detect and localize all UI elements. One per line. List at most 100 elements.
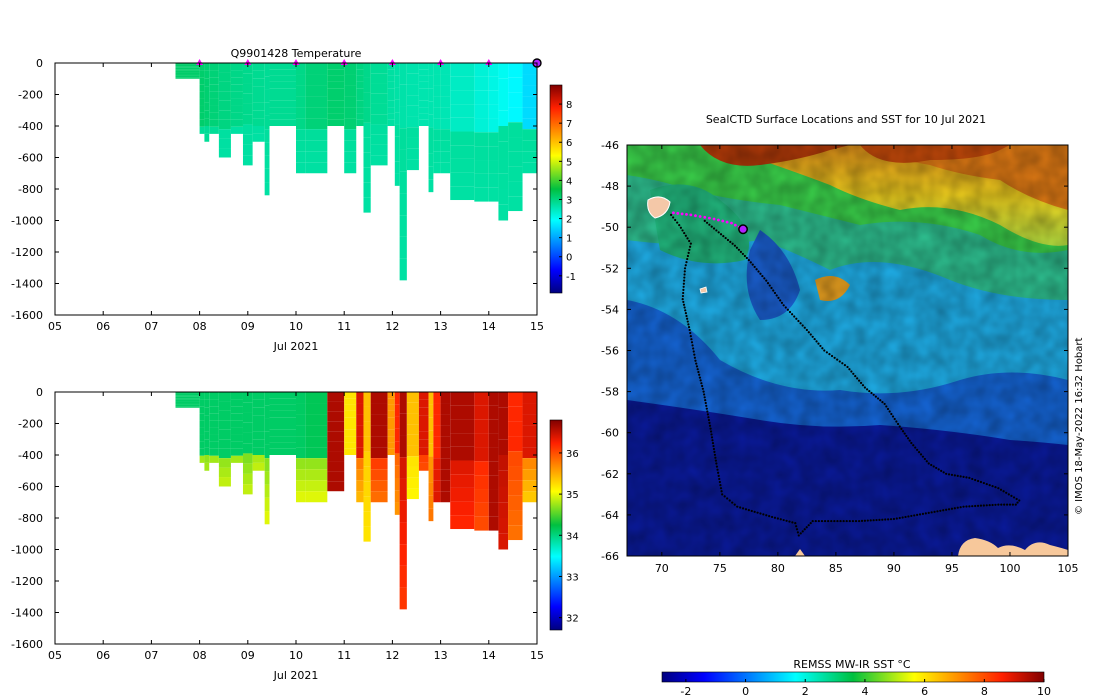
profile-cell — [508, 436, 523, 452]
salinity-colorbar — [549, 419, 563, 631]
track-point — [930, 463, 933, 467]
profile-cell — [327, 75, 345, 82]
profile-cell — [327, 113, 345, 120]
profile-cell — [488, 146, 499, 161]
profile-cell — [394, 124, 400, 137]
profile-cell — [488, 63, 499, 77]
recent-track-point — [698, 215, 702, 218]
profile-cell — [230, 91, 243, 99]
profile-cell — [230, 441, 243, 449]
profile-cell — [522, 140, 537, 152]
track-point — [991, 503, 994, 507]
track-point — [940, 469, 943, 472]
profile-cell — [242, 93, 253, 104]
profile-cell — [242, 134, 253, 145]
profile-cell — [356, 75, 364, 82]
track-point — [684, 264, 687, 267]
track-point — [755, 268, 758, 271]
profile-cell — [252, 462, 265, 471]
track-point — [916, 513, 919, 517]
profile-cell — [199, 427, 205, 435]
track-point — [968, 476, 971, 480]
track-point — [901, 430, 905, 433]
profile-column — [440, 63, 451, 174]
track-point — [811, 335, 814, 338]
track-point — [858, 379, 861, 382]
profile-cell — [296, 403, 306, 415]
profile-cell — [488, 76, 499, 91]
profile-cell — [488, 160, 499, 174]
profile-cell — [305, 151, 328, 163]
profile-cell — [508, 151, 523, 167]
profile-cell — [387, 392, 395, 399]
track-point — [893, 417, 896, 421]
profile-cell — [269, 69, 296, 76]
profile-cell — [344, 140, 357, 152]
profile-cell — [406, 466, 419, 478]
profile-cell — [175, 404, 200, 407]
profile-cell — [440, 118, 451, 130]
profile-cell — [428, 508, 434, 522]
track-point — [896, 422, 900, 426]
lat-tick-label: -66 — [601, 550, 619, 563]
track-point — [706, 410, 709, 413]
profile-cell — [230, 434, 243, 442]
track-point — [788, 310, 792, 314]
track-point — [713, 453, 717, 456]
track-point — [933, 510, 936, 513]
profile-cell — [204, 110, 210, 119]
profile-cell — [399, 215, 407, 237]
profile-cell — [498, 392, 509, 408]
profile-cell — [344, 129, 357, 141]
profile-cell — [175, 396, 200, 399]
profile-cell — [399, 413, 407, 436]
track-point — [820, 519, 824, 523]
profile-cell — [296, 140, 306, 152]
track-point — [828, 353, 831, 356]
profile-cell — [356, 107, 364, 114]
profile-cell — [204, 407, 210, 416]
sst-map-axes: 70 75 80 85 90 95 100 105 -46 -48 -50 -52 -54 -56 -58 -… — [601, 139, 1078, 575]
profile-cell — [230, 112, 243, 120]
track-point — [705, 404, 708, 407]
profile-cell — [474, 489, 489, 503]
profile-cell — [474, 132, 489, 147]
profile-cell — [356, 403, 364, 415]
profile-cell — [209, 420, 219, 428]
profile-cell — [175, 69, 200, 71]
track-point — [708, 223, 711, 226]
profile-cell — [399, 522, 407, 545]
track-point — [942, 471, 945, 474]
track-point — [821, 347, 824, 350]
profile-cell — [218, 148, 231, 158]
profile-cell — [387, 436, 395, 443]
profile-cell — [498, 407, 509, 424]
profile-cell — [363, 137, 371, 153]
profile-cell — [356, 480, 364, 492]
profile-cell — [344, 96, 357, 108]
profile-cell — [209, 98, 219, 106]
profile-cell — [209, 70, 219, 78]
colorbar-tick-label: 36 — [566, 449, 579, 460]
track-point — [704, 401, 707, 405]
y-tick-label: -200 — [18, 89, 43, 102]
profile-cell — [264, 115, 270, 130]
profile-cell — [199, 392, 205, 400]
track-point — [683, 231, 686, 235]
profile-cell — [230, 98, 243, 106]
profile-cell — [363, 406, 371, 422]
x-tick-label: 09 — [241, 320, 255, 333]
profile-cell — [264, 471, 270, 485]
profile-cell — [199, 413, 205, 421]
profile-cell — [508, 196, 523, 212]
profile-cell — [199, 126, 205, 134]
profile-cell — [305, 162, 328, 174]
track-point — [709, 427, 712, 430]
track-point — [799, 322, 802, 325]
profile-cell — [450, 145, 475, 159]
profile-cell — [406, 477, 419, 489]
profile-cell — [488, 433, 499, 448]
profile-cell — [209, 91, 219, 99]
track-point — [833, 519, 836, 523]
track-point — [676, 221, 679, 224]
